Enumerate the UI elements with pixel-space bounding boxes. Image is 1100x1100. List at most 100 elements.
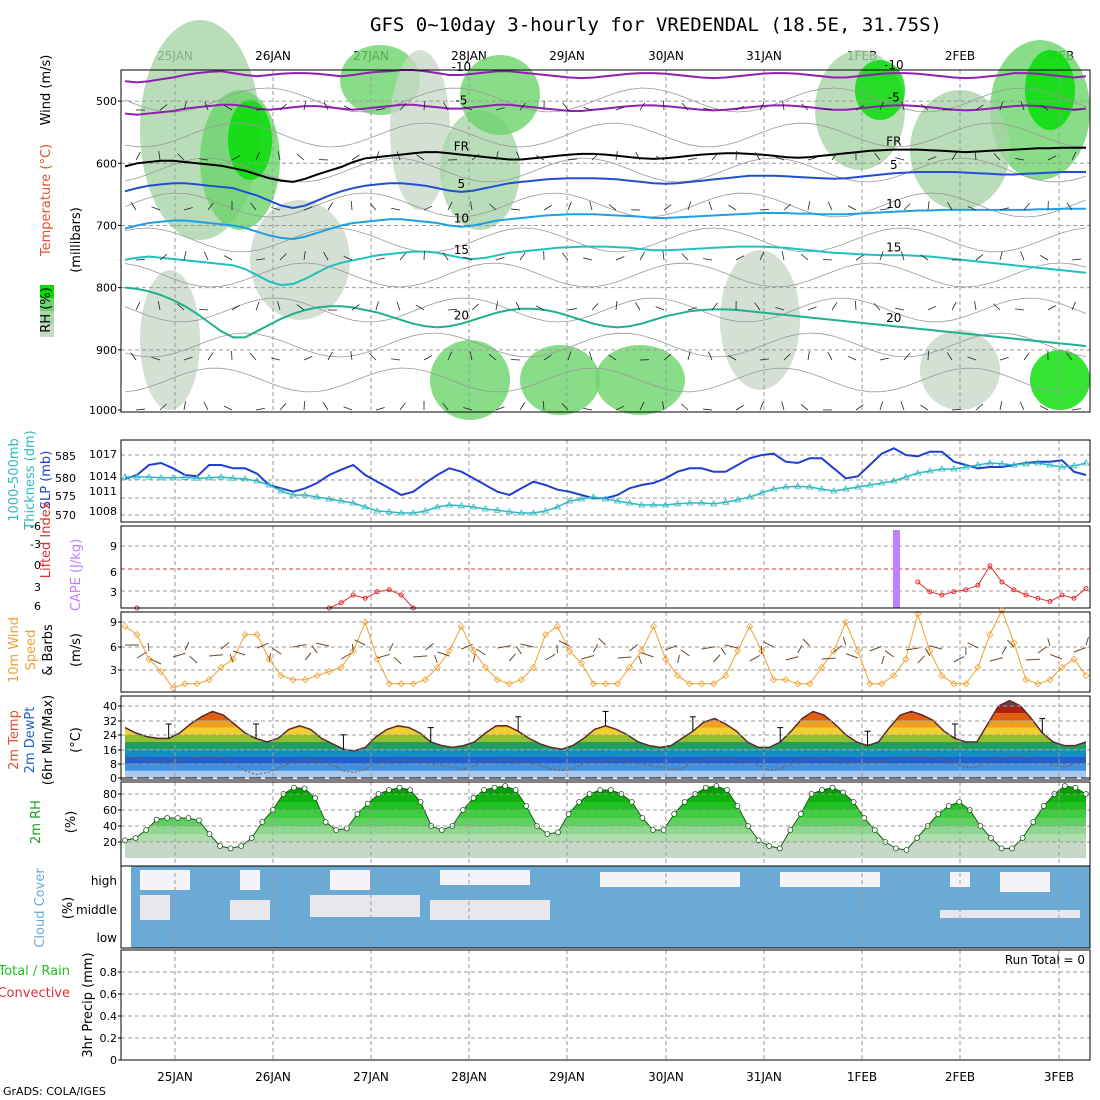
li-tick: 0 <box>34 559 41 572</box>
thickness-marker <box>265 481 273 488</box>
isotherm-label: FR <box>886 135 901 149</box>
wind-barb-10m <box>220 641 230 650</box>
cloud-gap-4 <box>600 872 740 887</box>
wind-barb <box>999 207 1009 211</box>
wind-barb <box>662 100 665 111</box>
wind-barb <box>583 407 593 411</box>
wind-barb <box>469 351 473 361</box>
wind-barb-10m <box>316 642 330 647</box>
isotherm-label: FR <box>454 140 469 154</box>
wind-barb <box>920 254 929 261</box>
wind10m-marker <box>1046 676 1054 684</box>
wind-barb <box>967 356 977 361</box>
wind-barb <box>1071 301 1076 311</box>
wind-barb <box>369 353 377 361</box>
wind-barb <box>135 151 141 161</box>
wind-barb-10m <box>802 638 811 647</box>
wind-barb <box>827 351 833 361</box>
lifted-index-marker <box>1083 586 1089 591</box>
rh-shade-17 <box>720 250 800 390</box>
wind-barb-10m <box>354 639 366 646</box>
wind-barb-10m <box>172 652 186 658</box>
wind-barb-10m <box>515 646 522 655</box>
y-tick-label: 0.4 <box>100 1010 118 1023</box>
thickness-marker <box>733 496 742 503</box>
wind-barb-10m <box>147 642 150 652</box>
wind-barb <box>783 353 791 361</box>
wind-barb-10m <box>641 652 654 658</box>
rh2m-marker <box>829 784 836 791</box>
wind-barb <box>639 102 646 111</box>
y-tick-label: 24 <box>103 729 117 742</box>
thickness-marker <box>757 489 766 496</box>
ylabel-wind10m-4: (m/s) <box>69 633 84 667</box>
wind-barb <box>708 201 713 211</box>
thickness-marker <box>601 495 610 502</box>
thickness-marker <box>818 485 826 492</box>
rh2m-marker <box>470 795 477 801</box>
wind10m-marker <box>145 655 153 663</box>
ylabel-rh2m: 2m RH <box>29 800 44 844</box>
isotherm-20 <box>124 286 1087 348</box>
wind-barb <box>303 206 313 211</box>
rh2m-marker <box>407 787 414 793</box>
wind10m-marker <box>457 622 465 630</box>
wind-barb <box>999 101 1004 111</box>
lifted-index-marker <box>398 592 404 598</box>
wind-barb <box>591 153 599 161</box>
wind-barb-10m <box>256 642 269 649</box>
isotherm-10 <box>124 207 1086 241</box>
y-tick-label: 32 <box>103 715 117 728</box>
wind-barb <box>159 403 167 411</box>
wind-barb <box>615 151 618 161</box>
wind-barb <box>203 251 209 261</box>
li-tick: -6 <box>30 520 41 533</box>
thickness-marker <box>169 474 177 481</box>
rh2m-marker <box>502 783 509 789</box>
wind-barb <box>249 352 257 361</box>
date-label-top: 28JAN <box>451 49 487 63</box>
thickness-marker <box>613 497 622 504</box>
wind-barb-10m <box>545 653 556 661</box>
wind-barb <box>822 258 833 261</box>
wind-barb <box>1015 308 1025 311</box>
y-tick-label: 80 <box>103 788 117 801</box>
rh2m-marker <box>1030 819 1037 825</box>
wind-barb <box>781 251 785 261</box>
thickness-marker <box>397 509 405 516</box>
wind-barb-10m <box>388 643 394 652</box>
wind10m-marker <box>938 672 946 680</box>
thickness-marker <box>721 498 730 505</box>
wind-barb <box>543 354 552 361</box>
wind-barb-10m <box>271 647 282 655</box>
wind-barb <box>255 258 265 261</box>
rh-contour-0 <box>124 87 1087 113</box>
rh2m-marker <box>481 787 487 793</box>
wind-barb <box>735 405 744 411</box>
isotherm-FR <box>124 146 1086 183</box>
y-tick-label: 0.2 <box>100 1032 118 1045</box>
y-tick-label: 500 <box>96 95 117 108</box>
ylabel-rh: RH (%) <box>39 287 54 332</box>
thickness-marker <box>878 479 886 486</box>
thickness-marker <box>649 501 658 508</box>
thickness-marker <box>637 501 646 508</box>
wind-barb-10m <box>377 653 390 659</box>
rh2m-marker <box>681 799 688 805</box>
wind-barb-10m <box>953 656 965 663</box>
wind-barb <box>662 401 665 411</box>
wind-barb <box>495 406 505 411</box>
cape-bar <box>893 530 900 608</box>
rh2m-marker <box>417 799 424 805</box>
wind-barb <box>423 205 433 211</box>
wind10m-marker <box>517 676 525 684</box>
wind-barb-10m <box>393 656 402 665</box>
wind-barb <box>589 201 593 211</box>
precip-panel: 0 0.2 0.4 0.6 0.8 Run Total = 0 <box>100 949 1091 1067</box>
wind-barb <box>391 358 401 361</box>
date-axis-top: 25JAN26JAN27JAN28JAN29JAN30JAN31JAN1FEB2… <box>157 49 1074 63</box>
wind-barb <box>615 256 625 261</box>
rh2m-marker <box>185 815 192 821</box>
ylabel-millibars: (millibars) <box>69 207 84 273</box>
thickness-marker <box>974 461 982 468</box>
